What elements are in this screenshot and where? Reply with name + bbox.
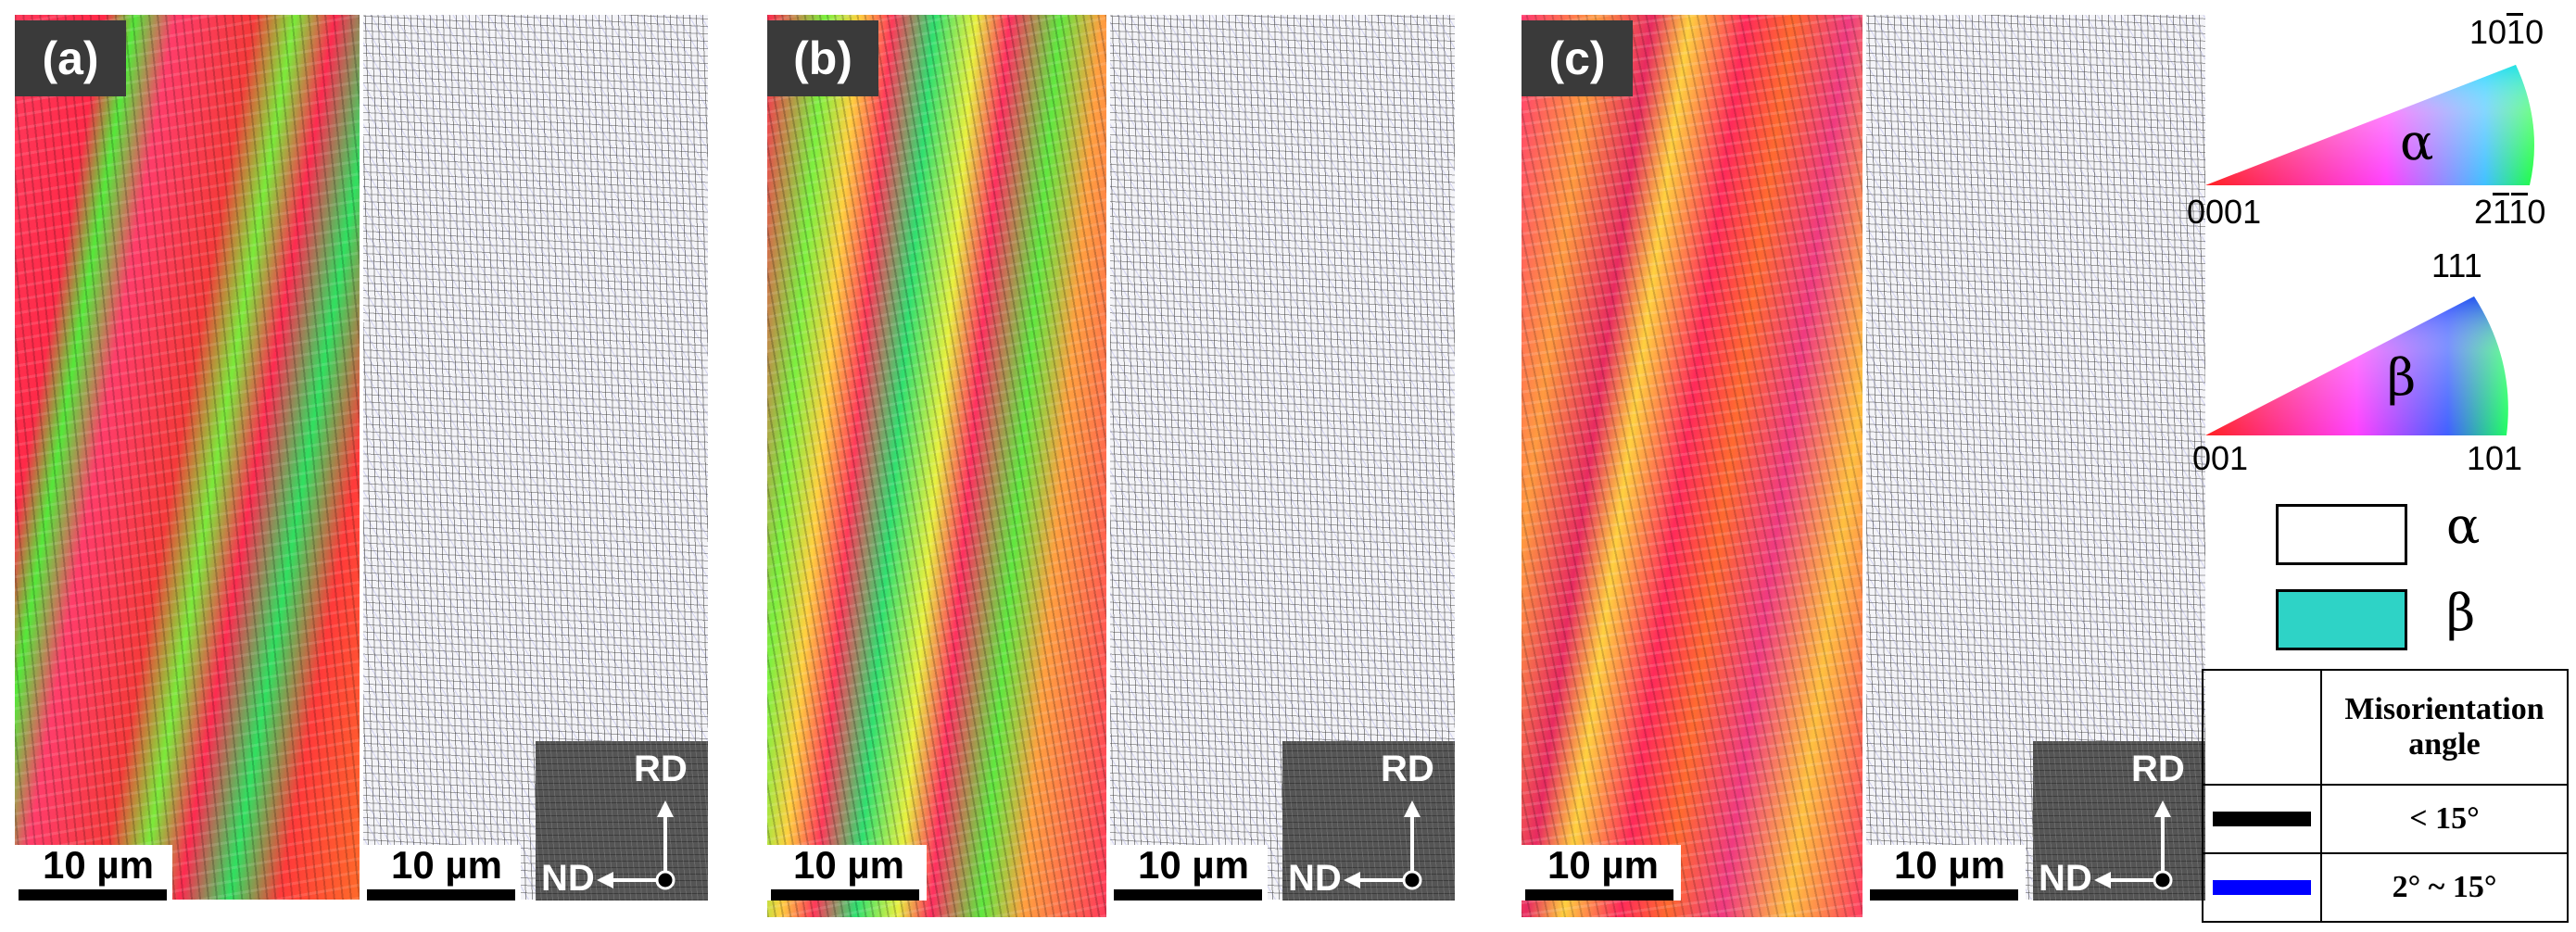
beta-ipf-left-label: 001 (2192, 439, 2249, 477)
panel-b-scale-right-bar (1114, 889, 1262, 901)
panel-c-scale-left-text: 10 µm (1547, 843, 1659, 887)
panel-a-scale-right-bar (367, 889, 515, 901)
panel-a-grain-boundary-map (363, 15, 708, 900)
misorientation-swatch-blue (2202, 852, 2322, 923)
panel-b-scale-left-bar (771, 889, 919, 901)
panel-c-ipf-map (1522, 15, 1863, 917)
panel-a-scale-left-bar (19, 889, 167, 901)
alpha-ipf-right-overbar-1 (2493, 193, 2509, 195)
panel-b-nd-label: ND (1288, 858, 1342, 899)
beta-ipf-right-label: 101 (2467, 439, 2523, 477)
panel-c-axis-inset: RD ND (2033, 741, 2205, 901)
alpha-phase-swatch (2276, 504, 2407, 565)
panel-a-scale-left-text: 10 µm (43, 843, 154, 887)
alpha-ipf-symbol: α (2400, 113, 2434, 171)
panel-b-scale-left-text: 10 µm (793, 843, 904, 887)
panel-a-axis-arrows-icon (597, 800, 676, 890)
misorientation-blue-label: 2° ~ 15° (2320, 852, 2569, 923)
panel-b-label: (b) (767, 20, 878, 96)
panel-b-scale-right-text: 10 µm (1138, 843, 1249, 887)
beta-ipf-triangle-icon (2205, 296, 2508, 435)
misorientation-swatch-black (2202, 784, 2322, 854)
misorientation-table: Misorientation angle < 15° 2° ~ 15° (2202, 669, 2569, 923)
panel-b-axis-inset: RD ND (1282, 741, 1455, 901)
panel-b-axis-arrows-icon (1344, 800, 1422, 890)
beta-ipf-top-label: 111 (2431, 246, 2482, 284)
panel-c-rd-label: RD (2131, 749, 2185, 789)
beta-ipf-symbol: β (2387, 348, 2417, 407)
panel-a-ipf-map (15, 15, 360, 900)
panel-c-label: (c) (1522, 20, 1633, 96)
panel-b-ipf-map (767, 15, 1106, 917)
panel-c-scale-right-text: 10 µm (1894, 843, 2005, 887)
misorientation-header: Misorientation angle (2320, 669, 2569, 786)
beta-phase-label: β (2446, 584, 2476, 642)
beta-phase-swatch (2276, 589, 2407, 650)
panel-c-scale-right-bar (1870, 889, 2018, 901)
panel-a-axis-inset: RD ND (536, 741, 708, 901)
blue-line-swatch (2213, 880, 2311, 895)
panel-a-scale-right-text: 10 µm (391, 843, 502, 887)
panel-c-axis-arrows-icon (2094, 800, 2173, 890)
alpha-ipf-left-label: 0001 (2187, 193, 2262, 231)
alpha-ipf-right-overbar-2 (2511, 193, 2528, 195)
panel-c-nd-label: ND (2039, 858, 2092, 899)
panel-a-nd-label: ND (541, 858, 595, 899)
alpha-ipf-top-overbar (2507, 13, 2523, 16)
panel-a-label: (a) (15, 20, 126, 96)
misorientation-header-blank (2202, 669, 2322, 786)
panel-b-rd-label: RD (1381, 749, 1434, 789)
alpha-ipf-right-label: 2110 (2474, 193, 2546, 231)
alpha-phase-label: α (2446, 497, 2481, 555)
misorientation-black-label: < 15° (2320, 784, 2569, 854)
panel-c-scale-left-bar (1525, 889, 1673, 901)
alpha-ipf-triangle-icon (2205, 65, 2534, 185)
panel-a-rd-label: RD (634, 749, 688, 789)
black-line-swatch (2213, 812, 2311, 826)
alpha-ipf-top-label: 1010 (2469, 13, 2544, 51)
